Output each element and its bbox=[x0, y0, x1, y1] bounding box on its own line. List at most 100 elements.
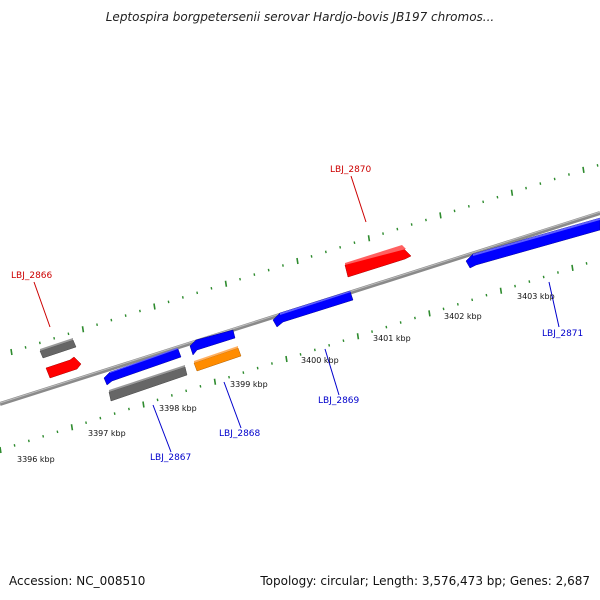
minor-tick bbox=[199, 384, 202, 388]
minor-tick bbox=[124, 314, 127, 317]
summary-text: Topology: circular; Length: 3,576,473 bp… bbox=[260, 574, 590, 588]
gene-label-lbj-2868[interactable]: LBJ_2868 bbox=[219, 429, 261, 439]
major-tick bbox=[428, 310, 431, 317]
major-tick bbox=[367, 235, 371, 242]
minor-tick bbox=[396, 227, 399, 231]
minor-tick bbox=[425, 218, 427, 222]
minor-tick bbox=[310, 255, 313, 258]
minor-tick bbox=[514, 284, 516, 288]
minor-tick bbox=[42, 434, 45, 438]
gene-label-lbj-2866[interactable]: LBJ_2866 bbox=[11, 271, 53, 281]
kbp-label: 3401 kbp bbox=[373, 334, 411, 343]
minor-tick bbox=[210, 286, 213, 290]
feature-lbj-2871-top bbox=[473, 218, 600, 256]
scale-labels: 3396 kbp 3397 kbp 3398 kbp 3399 kbp 3400… bbox=[17, 292, 555, 464]
minor-tick bbox=[382, 232, 384, 235]
minor-tick bbox=[557, 271, 559, 274]
minor-tick bbox=[27, 439, 30, 443]
feature-lbj-2870-top bbox=[345, 245, 406, 265]
minor-tick bbox=[328, 343, 331, 347]
minor-tick bbox=[453, 209, 456, 213]
minor-tick bbox=[399, 321, 402, 324]
minor-tick bbox=[496, 195, 499, 199]
callout-lines bbox=[33, 175, 560, 453]
callout-lbj-2866 bbox=[33, 281, 51, 328]
map-title: Leptospira borgpetersenii serovar Hardjo… bbox=[105, 10, 495, 24]
feature-lbj-2869[interactable] bbox=[272, 290, 354, 328]
feature-gray-2-top bbox=[109, 365, 185, 392]
kbp-label: 3397 kbp bbox=[88, 429, 126, 438]
minor-tick bbox=[67, 332, 70, 336]
minor-tick bbox=[539, 182, 542, 185]
minor-tick bbox=[553, 177, 556, 181]
lower-tick-row bbox=[0, 262, 588, 454]
minor-tick bbox=[456, 302, 459, 306]
minor-tick bbox=[139, 309, 141, 313]
minor-tick bbox=[485, 293, 488, 297]
minor-tick bbox=[371, 330, 373, 333]
major-tick bbox=[0, 446, 2, 454]
major-tick bbox=[81, 326, 85, 333]
gene-labels: LBJ_2866 LBJ_2870 LBJ_2867 LBJ_2868 LBJ_… bbox=[11, 165, 583, 463]
kbp-label: 3398 kbp bbox=[159, 404, 197, 413]
minor-tick bbox=[253, 273, 256, 276]
gene-features bbox=[39, 217, 600, 402]
minor-tick bbox=[85, 421, 87, 425]
feature-lbj-2869-top bbox=[280, 291, 351, 315]
major-tick bbox=[582, 166, 585, 174]
major-tick bbox=[153, 303, 156, 310]
minor-tick bbox=[181, 296, 184, 299]
kbp-label: 3400 kbp bbox=[301, 356, 339, 365]
callout-lbj-2867 bbox=[152, 404, 172, 453]
minor-tick bbox=[442, 307, 445, 311]
minor-tick bbox=[299, 353, 302, 356]
major-tick bbox=[70, 424, 74, 431]
minor-tick bbox=[467, 204, 470, 208]
minor-tick bbox=[167, 300, 170, 304]
minor-tick bbox=[585, 262, 588, 265]
major-tick bbox=[285, 355, 288, 363]
major-tick bbox=[499, 287, 503, 294]
accession-text: Accession: NC_008510 bbox=[9, 574, 146, 588]
kbp-label: 3396 kbp bbox=[17, 455, 55, 464]
minor-tick bbox=[528, 280, 531, 283]
minor-tick bbox=[242, 371, 245, 374]
minor-tick bbox=[196, 291, 199, 295]
minor-tick bbox=[410, 223, 413, 226]
minor-tick bbox=[471, 298, 474, 302]
minor-tick bbox=[170, 394, 173, 397]
feature-lbj-2866[interactable] bbox=[45, 356, 82, 379]
minor-tick bbox=[38, 341, 41, 345]
minor-tick bbox=[353, 241, 356, 245]
major-tick bbox=[224, 280, 228, 287]
minor-tick bbox=[339, 245, 342, 249]
feature-lbj-2868-orange-top bbox=[194, 346, 238, 363]
major-tick bbox=[510, 189, 514, 196]
minor-tick bbox=[542, 275, 545, 279]
major-tick bbox=[571, 264, 574, 272]
minor-tick bbox=[282, 264, 284, 267]
minor-tick bbox=[596, 164, 599, 167]
minor-tick bbox=[414, 316, 416, 320]
minor-tick bbox=[53, 336, 56, 340]
minor-tick bbox=[128, 407, 130, 411]
gene-label-lbj-2870[interactable]: LBJ_2870 bbox=[330, 165, 372, 175]
minor-tick bbox=[24, 346, 27, 349]
feature-gray-2[interactable] bbox=[108, 366, 188, 402]
minor-tick bbox=[568, 173, 570, 176]
callout-lbj-2871 bbox=[548, 281, 560, 328]
feature-lbj-2867-top bbox=[110, 348, 178, 373]
upper-tick-row bbox=[10, 164, 599, 356]
gene-label-lbj-2871[interactable]: LBJ_2871 bbox=[542, 329, 583, 339]
minor-tick bbox=[271, 362, 273, 365]
gene-label-lbj-2869[interactable]: LBJ_2869 bbox=[318, 396, 360, 406]
major-tick bbox=[439, 212, 442, 219]
callout-lbj-2870 bbox=[350, 175, 367, 223]
major-tick bbox=[10, 348, 13, 356]
gene-label-lbj-2867[interactable]: LBJ_2867 bbox=[150, 453, 191, 463]
minor-tick bbox=[156, 398, 159, 402]
minor-tick bbox=[313, 348, 316, 352]
feature-lbj-2868-blue[interactable] bbox=[189, 329, 236, 356]
minor-tick bbox=[56, 430, 59, 434]
